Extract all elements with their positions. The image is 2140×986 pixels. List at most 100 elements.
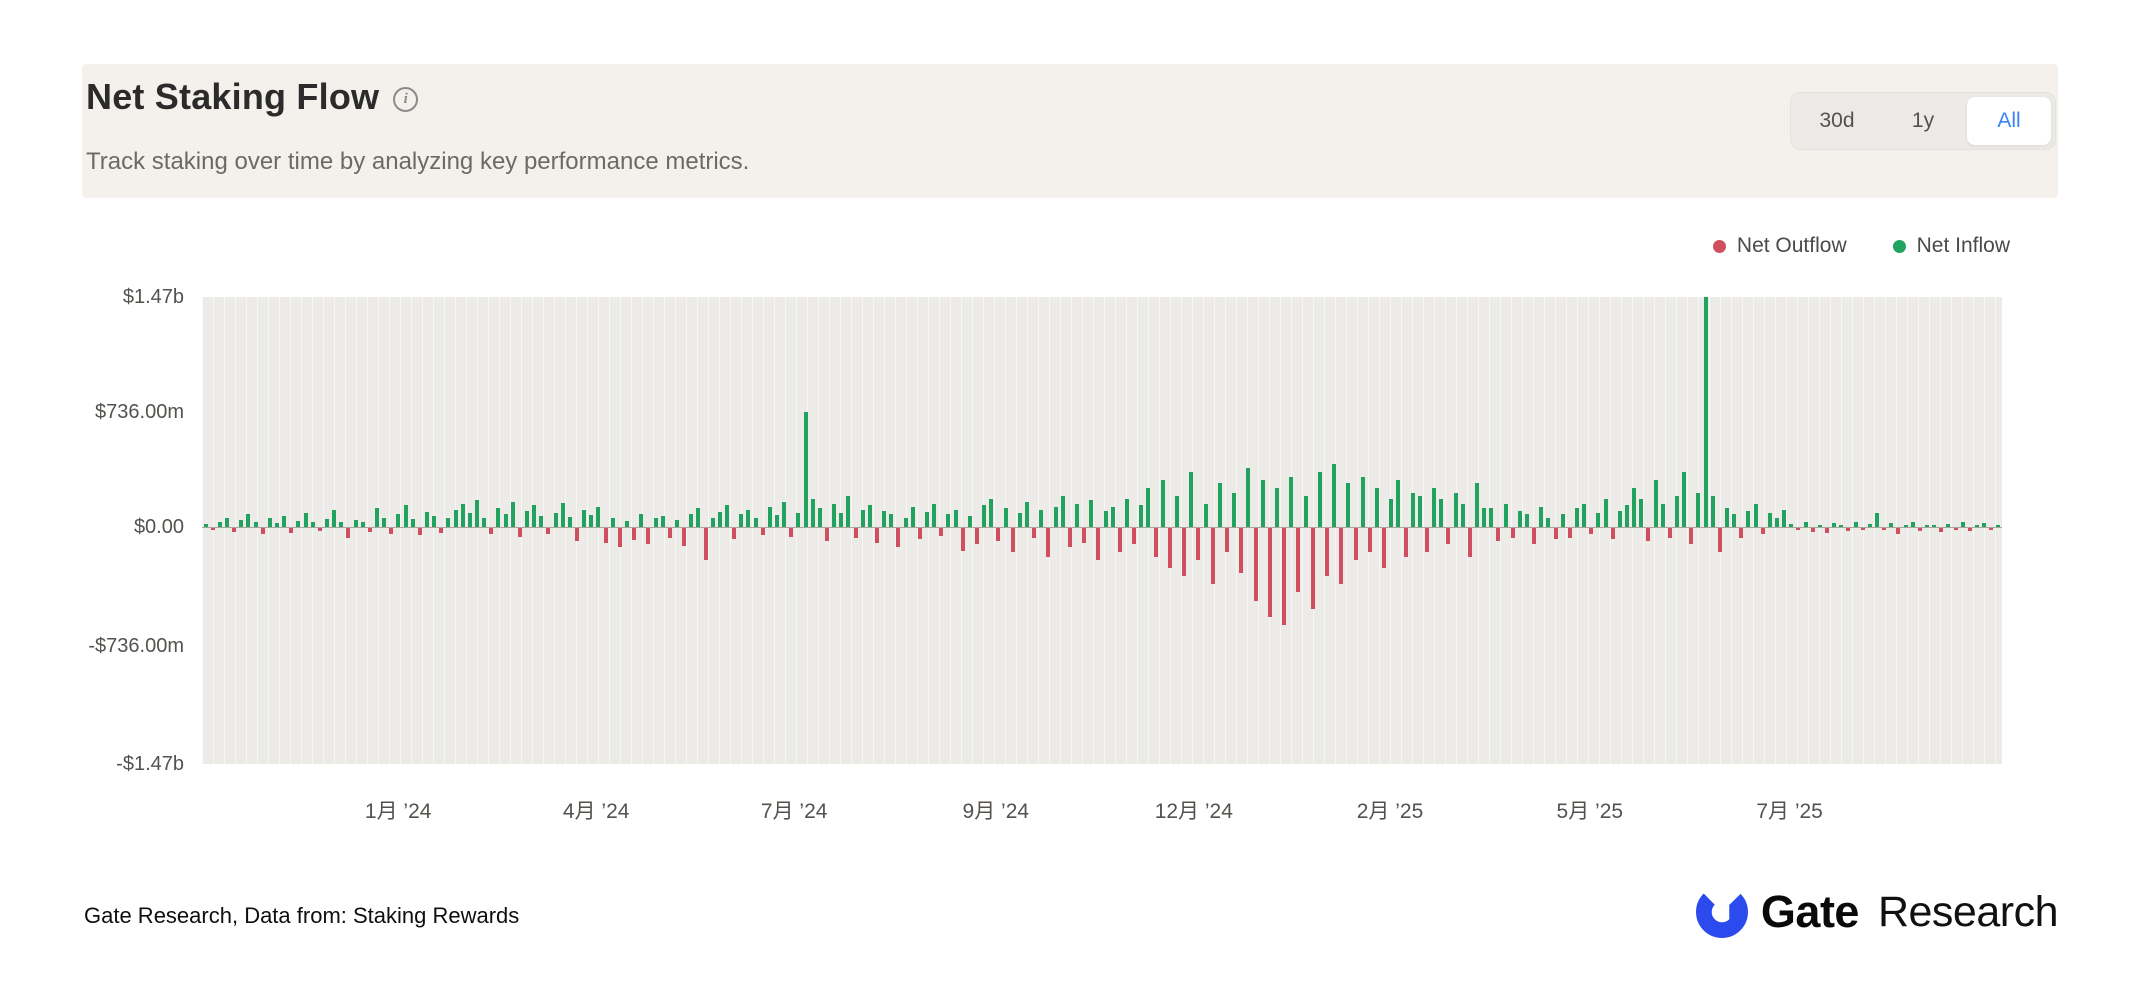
inflow-bar[interactable] <box>810 499 815 527</box>
inflow-bar[interactable] <box>1782 510 1787 527</box>
inflow-bar[interactable] <box>225 518 229 527</box>
inflow-bar[interactable] <box>967 516 972 527</box>
inflow-bar[interactable] <box>775 515 779 527</box>
outflow-bar[interactable] <box>1296 528 1301 592</box>
inflow-bar[interactable] <box>1503 504 1508 527</box>
inflow-bar[interactable] <box>1289 477 1294 527</box>
inflow-bar[interactable] <box>510 502 515 527</box>
inflow-bar[interactable] <box>1839 525 1844 527</box>
outflow-bar[interactable] <box>1117 528 1122 552</box>
outflow-bar[interactable] <box>1210 528 1215 584</box>
outflow-bar[interactable] <box>1610 528 1615 539</box>
inflow-bar[interactable] <box>503 514 508 527</box>
chart-plot[interactable] <box>202 297 2002 764</box>
inflow-bar[interactable] <box>1817 525 1822 527</box>
inflow-bar[interactable] <box>1246 468 1251 527</box>
inflow-bar[interactable] <box>753 518 758 527</box>
inflow-bar[interactable] <box>1110 507 1115 527</box>
inflow-bar[interactable] <box>1867 524 1872 527</box>
outflow-bar[interactable] <box>1917 528 1922 531</box>
outflow-bar[interactable] <box>1496 528 1501 541</box>
inflow-bar[interactable] <box>710 518 715 527</box>
outflow-bar[interactable] <box>1046 528 1051 557</box>
inflow-bar[interactable] <box>675 520 679 527</box>
inflow-bar[interactable] <box>1753 504 1758 527</box>
inflow-bar[interactable] <box>446 518 451 527</box>
outflow-bar[interactable] <box>1532 528 1537 544</box>
inflow-bar[interactable] <box>1260 480 1265 527</box>
outflow-bar[interactable] <box>389 528 394 534</box>
outflow-bar[interactable] <box>1325 528 1329 576</box>
inflow-bar[interactable] <box>1396 480 1401 527</box>
inflow-bar[interactable] <box>925 512 929 527</box>
inflow-bar[interactable] <box>1653 480 1658 527</box>
outflow-bar[interactable] <box>1667 528 1672 538</box>
inflow-bar[interactable] <box>453 510 458 527</box>
inflow-bar[interactable] <box>989 499 994 527</box>
inflow-bar[interactable] <box>1960 522 1965 527</box>
inflow-bar[interactable] <box>889 514 894 527</box>
outflow-bar[interactable] <box>617 528 622 547</box>
outflow-bar[interactable] <box>1467 528 1472 557</box>
inflow-bar[interactable] <box>1946 524 1951 527</box>
outflow-bar[interactable] <box>1510 528 1515 538</box>
inflow-bar[interactable] <box>817 508 822 527</box>
inflow-bar[interactable] <box>1039 510 1044 527</box>
outflow-bar[interactable] <box>1082 528 1087 543</box>
outflow-bar[interactable] <box>1860 528 1865 530</box>
outflow-bar[interactable] <box>1810 528 1815 532</box>
inflow-bar[interactable] <box>1889 523 1894 527</box>
inflow-bar[interactable] <box>1439 499 1444 527</box>
inflow-bar[interactable] <box>567 517 572 527</box>
outflow-bar[interactable] <box>289 528 294 533</box>
inflow-bar[interactable] <box>946 514 951 527</box>
range-30d-button[interactable]: 30d <box>1795 97 1879 145</box>
inflow-bar[interactable] <box>1053 507 1058 527</box>
inflow-bar[interactable] <box>1560 514 1565 527</box>
inflow-bar[interactable] <box>267 518 272 527</box>
legend-item-net-inflow[interactable]: Net Inflow <box>1892 234 2010 258</box>
inflow-bar[interactable] <box>982 505 987 527</box>
inflow-bar[interactable] <box>1982 523 1987 527</box>
inflow-bar[interactable] <box>1482 508 1487 527</box>
inflow-bar[interactable] <box>1625 505 1629 527</box>
inflow-bar[interactable] <box>1389 499 1394 527</box>
outflow-bar[interactable] <box>1067 528 1072 547</box>
inflow-bar[interactable] <box>932 504 937 527</box>
inflow-bar[interactable] <box>353 520 358 527</box>
inflow-bar[interactable] <box>203 524 208 527</box>
inflow-bar[interactable] <box>1632 488 1637 527</box>
outflow-bar[interactable] <box>667 528 672 538</box>
outflow-bar[interactable] <box>789 528 794 537</box>
outflow-bar[interactable] <box>367 528 372 532</box>
outflow-bar[interactable] <box>1010 528 1015 552</box>
inflow-bar[interactable] <box>1517 511 1522 527</box>
inflow-bar[interactable] <box>1603 499 1608 527</box>
inflow-bar[interactable] <box>310 522 315 527</box>
inflow-bar[interactable] <box>689 514 694 527</box>
outflow-bar[interactable] <box>1796 528 1801 530</box>
inflow-bar[interactable] <box>1203 504 1208 527</box>
inflow-bar[interactable] <box>1475 483 1479 527</box>
inflow-bar[interactable] <box>217 522 222 527</box>
inflow-bar[interactable] <box>1617 511 1622 527</box>
inflow-bar[interactable] <box>1060 496 1065 527</box>
outflow-bar[interactable] <box>1425 528 1429 552</box>
inflow-bar[interactable] <box>553 513 558 527</box>
outflow-bar[interactable] <box>346 528 351 538</box>
outflow-bar[interactable] <box>1882 528 1887 530</box>
outflow-bar[interactable] <box>1367 528 1372 552</box>
inflow-bar[interactable] <box>1789 524 1794 527</box>
outflow-bar[interactable] <box>1032 528 1037 538</box>
outflow-bar[interactable] <box>1310 528 1315 609</box>
outflow-bar[interactable] <box>1339 528 1344 584</box>
inflow-bar[interactable] <box>767 507 772 527</box>
inflow-bar[interactable] <box>796 513 801 527</box>
inflow-bar[interactable] <box>639 514 644 527</box>
inflow-bar[interactable] <box>282 516 287 527</box>
outflow-bar[interactable] <box>853 528 858 538</box>
inflow-bar[interactable] <box>1767 513 1772 527</box>
outflow-bar[interactable] <box>210 528 215 530</box>
inflow-bar[interactable] <box>1025 502 1029 527</box>
outflow-bar[interactable] <box>1896 528 1901 534</box>
